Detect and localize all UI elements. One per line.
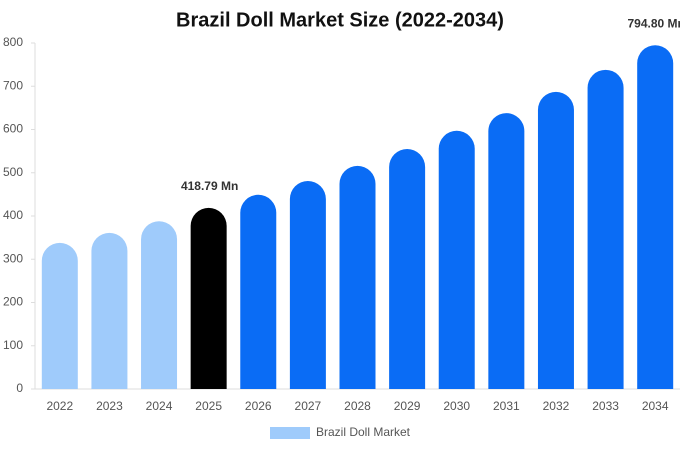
bar bbox=[488, 113, 525, 390]
data-label: 418.79 Mn bbox=[181, 179, 238, 193]
x-tick-label: 2025 bbox=[195, 399, 222, 413]
y-tick-label: 400 bbox=[3, 208, 23, 222]
y-tick-label: 500 bbox=[3, 165, 23, 179]
y-tick-label: 700 bbox=[3, 78, 23, 92]
bar bbox=[389, 148, 426, 389]
x-tick-label: 2028 bbox=[344, 399, 371, 413]
x-tick-label: 2031 bbox=[493, 399, 520, 413]
x-tick-label: 2026 bbox=[245, 399, 272, 413]
y-tick-label: 300 bbox=[3, 251, 23, 265]
bar bbox=[537, 91, 574, 389]
bar bbox=[637, 45, 674, 390]
bar bbox=[289, 180, 326, 389]
bar bbox=[587, 69, 624, 389]
x-tick-label: 2022 bbox=[46, 399, 73, 413]
chart-title: Brazil Doll Market Size (2022-2034) bbox=[176, 9, 504, 31]
x-tick-label: 2033 bbox=[592, 399, 619, 413]
legend-swatch bbox=[270, 427, 310, 439]
x-tick-label: 2030 bbox=[443, 399, 470, 413]
y-tick-label: 200 bbox=[3, 295, 23, 309]
y-tick-label: 600 bbox=[3, 122, 23, 136]
bar bbox=[240, 194, 277, 389]
x-tick-label: 2034 bbox=[642, 399, 669, 413]
bar bbox=[91, 232, 128, 389]
data-label: 794.80 Mn bbox=[628, 16, 680, 30]
bar bbox=[141, 221, 178, 389]
y-tick-label: 800 bbox=[3, 35, 23, 49]
legend-label: Brazil Doll Market bbox=[316, 425, 411, 439]
x-tick-label: 2027 bbox=[295, 399, 322, 413]
x-tick-label: 2024 bbox=[146, 399, 173, 413]
y-tick-label: 0 bbox=[16, 381, 23, 395]
x-tick-label: 2032 bbox=[543, 399, 570, 413]
bar bbox=[339, 165, 376, 389]
x-tick-label: 2029 bbox=[394, 399, 421, 413]
bar bbox=[190, 207, 227, 389]
y-tick-label: 100 bbox=[3, 338, 23, 352]
bar bbox=[438, 130, 475, 390]
bar bbox=[41, 242, 78, 389]
x-tick-label: 2023 bbox=[96, 399, 123, 413]
